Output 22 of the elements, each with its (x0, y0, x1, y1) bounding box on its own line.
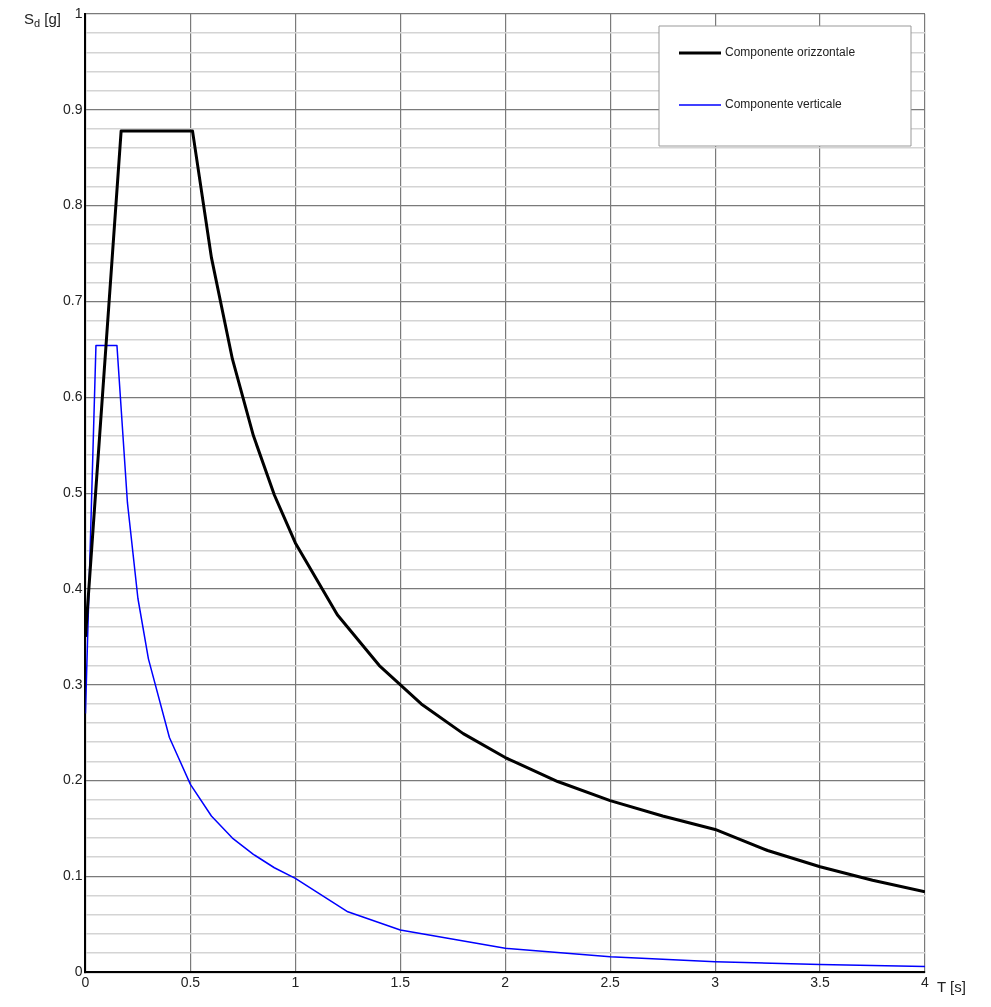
y-tick-label: 0.9 (62, 100, 83, 117)
x-tick-label: 2.5 (600, 974, 621, 991)
x-axis-title: T [s] (937, 978, 966, 996)
x-tick-label: 3 (711, 974, 720, 991)
y-tick-label: 0.8 (62, 196, 83, 213)
y-tick-label: 0.6 (62, 388, 83, 405)
x-tick-label: 4 (921, 974, 930, 991)
x-tick-label: 1.5 (390, 974, 411, 991)
y-tick-label: 0 (74, 963, 83, 980)
y-tick-label: 0.1 (62, 867, 83, 884)
x-tick-label: 0.5 (180, 974, 201, 991)
y-tick-label: 0.4 (62, 579, 83, 596)
y-tick-label: 0.5 (62, 483, 83, 500)
x-tick-label: 1 (291, 974, 300, 991)
y-tick-label: 0.2 (62, 771, 83, 788)
y-tick-label: 0.7 (62, 292, 83, 309)
x-tick-label: 2 (501, 974, 510, 991)
legend-label: Componente verticale (725, 97, 843, 112)
y-tick-label: 1 (74, 4, 83, 21)
legend-label: Componente orizzontale (725, 45, 856, 60)
x-tick-label: 3.5 (810, 974, 830, 991)
y-tick-label: 0.3 (62, 675, 83, 692)
